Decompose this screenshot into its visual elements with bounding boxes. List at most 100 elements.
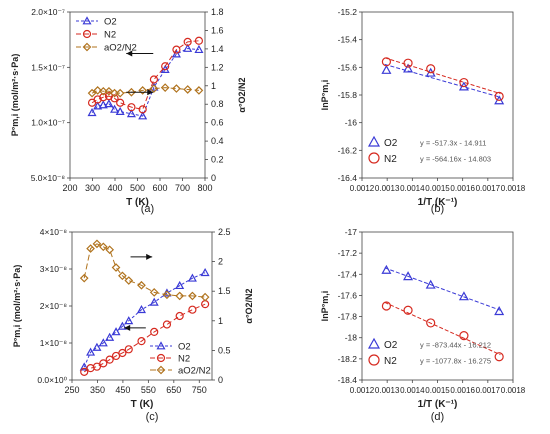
series-line: [91, 40, 199, 110]
data-point: [104, 86, 114, 96]
legend-d: O2 y = -873.44x - 16.212 N2 y = -1077.8x - …: [367, 337, 491, 367]
x-tick-label-a: 400: [107, 183, 122, 193]
y-tick-label-b: -15.8: [338, 90, 358, 100]
y-axis-label-c: P°m,i (mol/m²·s·Pa): [12, 265, 22, 348]
data-point: [98, 338, 108, 347]
data-point: [138, 111, 148, 120]
y2-tick-label-c: 1: [218, 316, 223, 326]
y-tick-label-a: 5.0×10⁻⁸: [31, 173, 66, 183]
x-tick-label-c: 550: [141, 385, 156, 395]
y2-tick-label-c: 2: [218, 257, 223, 267]
y-axis-label-d: lnP°m,i: [320, 291, 330, 322]
y-tick-label-d: -17.4: [338, 269, 358, 279]
x-tick-label-c: 750: [192, 385, 207, 395]
x-tick-label-d: 0.0012: [350, 386, 375, 395]
series-a-1: [87, 36, 204, 114]
data-point: [104, 92, 114, 101]
y-tick-label-c: 2×10⁻⁸: [40, 301, 68, 311]
data-point: [116, 98, 125, 107]
data-point: [149, 297, 159, 306]
data-point: [138, 105, 147, 114]
data-point: [188, 291, 197, 301]
x-tick-label-d: 0.0013: [375, 386, 400, 395]
x-axis-label-c: T (K): [131, 399, 154, 410]
trendline-equation: y = -517.3x - 14.911: [420, 139, 486, 148]
y-tick-label-c: 0.0×10⁰: [37, 375, 67, 385]
data-point: [494, 352, 504, 362]
x-tick-label-c: 450: [115, 385, 130, 395]
y-tick-label-d: -18.4: [338, 375, 358, 385]
data-point: [105, 245, 115, 255]
data-point: [118, 271, 127, 281]
data-point: [381, 64, 392, 74]
series-line: [83, 303, 206, 373]
data-point: [124, 345, 133, 354]
data-point: [111, 263, 121, 272]
legend-label: O2: [384, 340, 398, 351]
data-point: [426, 318, 436, 328]
x-tick-label-b: 0.0018: [501, 184, 526, 193]
data-point: [162, 320, 172, 329]
y-tick-label-d: -17.2: [338, 248, 358, 258]
panel-label-d: (d): [431, 411, 444, 423]
y-tick-label-b: -16: [345, 118, 358, 128]
data-point: [494, 91, 504, 101]
data-point: [137, 337, 146, 346]
panel-label-b: (b): [431, 203, 444, 215]
data-point: [194, 86, 204, 95]
data-point: [175, 291, 185, 301]
legend-b: O2 y = -517.3x - 14.911 N2 y = -564.16x - 1…: [367, 135, 491, 165]
series-c-0: [79, 267, 210, 371]
x-tick-label-a: 300: [85, 183, 100, 193]
x-axis-label-a: T (K): [126, 197, 149, 208]
legend-marker: [156, 341, 166, 350]
x-tick-label-b: 0.0014: [400, 184, 425, 193]
y2-tick-label-a: 0.2: [211, 155, 224, 165]
series-line: [83, 243, 206, 298]
trendline: [384, 57, 501, 95]
trendline-equation: y = -564.16x - 14.803: [420, 155, 491, 164]
y-tick-label-d: -18.2: [338, 354, 358, 364]
y-tick-label-a: 2.0×10⁻⁷: [31, 7, 65, 17]
trendline: [384, 267, 501, 311]
series-d-0: [381, 264, 505, 316]
panel-c: 250 350 450 550 650 750 0.0×10⁰ 1×10⁻⁸ 2×10⁻⁸ 3×1…: [12, 227, 254, 423]
y-axis-label-b: lnP°m,i: [320, 80, 330, 111]
data-point: [459, 77, 469, 88]
y-tick-label-d: -18: [345, 333, 358, 343]
y-tick-label-b: -16.2: [338, 145, 358, 155]
legend-marker: [368, 354, 380, 366]
data-point: [99, 359, 108, 368]
x-tick-label-a: 800: [197, 183, 212, 193]
panel-label-a: (a): [141, 203, 154, 215]
x-tick-label-b: 0.0012: [350, 184, 375, 193]
x-tick-label-b: 0.0016: [450, 184, 475, 193]
data-point: [93, 101, 103, 110]
data-point: [115, 88, 125, 98]
y-tick-label-d: -17.8: [338, 312, 358, 322]
data-point: [79, 362, 89, 371]
legend-label: O2: [104, 17, 117, 28]
y-tick-label-b: -15.2: [338, 7, 358, 17]
y2-tick-label-a: 1.6: [211, 25, 224, 35]
y-tick-label-b: -15.6: [338, 62, 358, 72]
y-tick-label-d: -17.6: [338, 290, 358, 300]
y2-tick-label-a: 1.2: [211, 62, 224, 72]
trendline: [384, 63, 501, 98]
legend-marker: [156, 365, 166, 375]
y-tick-label-c: 3×10⁻⁸: [40, 264, 68, 274]
legend-label: N2: [178, 354, 190, 365]
data-point: [111, 327, 121, 336]
data-point: [110, 104, 120, 113]
panel-d: 0.0012 0.0013 0.0014 0.0015 0.0016 0.0017 0.00…: [320, 227, 526, 423]
series-c-2: [79, 239, 210, 302]
data-point: [149, 75, 159, 84]
series-b-0: [381, 63, 505, 105]
y2-axis-label-a: α°O2/N2: [237, 77, 247, 112]
data-point: [92, 239, 102, 249]
legend-label: aO2/N2: [178, 366, 211, 377]
legend-label: N2: [384, 356, 397, 367]
arrow-c-0-head: [146, 253, 153, 260]
series-a-0: [87, 43, 204, 120]
data-point: [149, 84, 159, 93]
